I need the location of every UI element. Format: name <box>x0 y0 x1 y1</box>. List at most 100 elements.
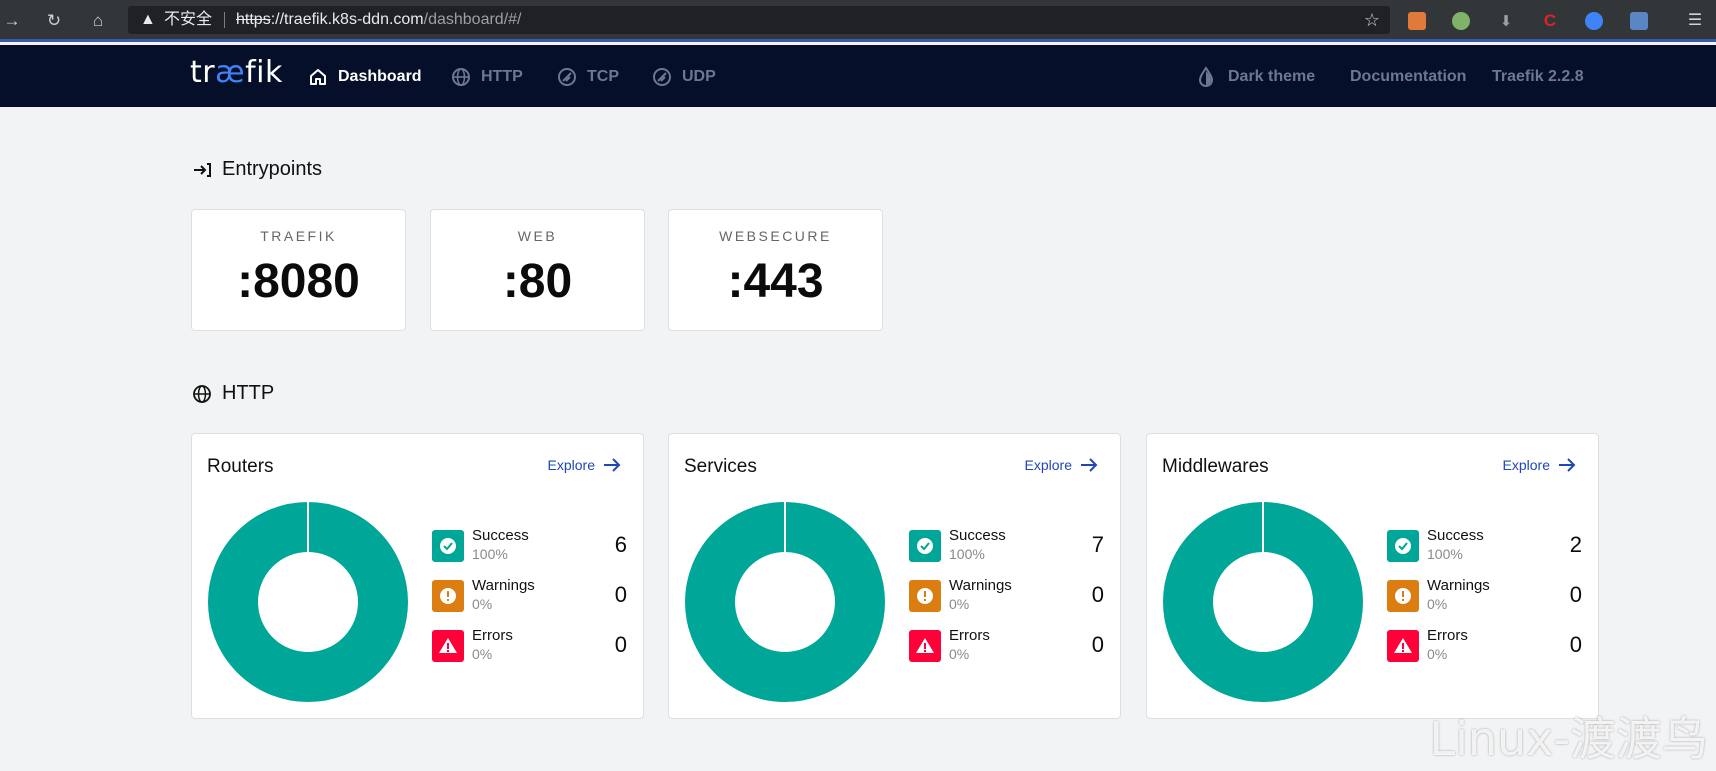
stat-percent: 0% <box>949 596 970 612</box>
explore-label: Explore <box>1502 457 1550 473</box>
dark-theme-toggle[interactable]: Dark theme <box>1196 65 1315 89</box>
explore-link[interactable]: Explore <box>548 457 621 473</box>
nav-tcp[interactable]: TCP <box>557 65 619 89</box>
explore-link[interactable]: Explore <box>1025 457 1098 473</box>
entrypoint-name: TRAEFIK <box>260 228 337 244</box>
nav-dashboard[interactable]: Dashboard <box>308 65 422 89</box>
documentation-label: Documentation <box>1350 68 1467 85</box>
entrypoint-icon <box>194 162 211 177</box>
nav-udp-label: UDP <box>682 68 716 85</box>
url-text[interactable]: https://traefik.k8s-ddn.com/dashboard/#/ <box>236 6 522 34</box>
extension-translate-icon[interactable] <box>1585 12 1603 30</box>
stat-percent: 0% <box>1427 646 1448 662</box>
stat-count: 0 <box>614 632 627 657</box>
theme-drop-icon <box>1198 66 1214 87</box>
entrypoints-title: Entrypoints <box>222 158 323 180</box>
udp-icon <box>653 68 671 86</box>
home-icon <box>310 69 326 85</box>
nav-http[interactable]: HTTP <box>451 65 523 89</box>
stat-count: 0 <box>614 582 627 607</box>
check-circle-icon <box>432 530 464 562</box>
globe-icon <box>452 68 470 86</box>
stat-label: Warnings <box>949 577 1012 594</box>
bookmark-star-icon[interactable]: ☆ <box>1363 10 1380 30</box>
entrypoint-card-traefik: TRAEFIK :8080 <box>191 209 406 331</box>
stat-percent: 0% <box>472 596 493 612</box>
stat-label: Success <box>472 527 529 544</box>
entrypoint-card-websecure: WEBSECURE :443 <box>668 209 883 331</box>
http-card-routers: Routers Explore Success 100% 6 Warnings 0% 0 Err… <box>191 433 644 719</box>
warning-triangle-icon <box>909 630 941 662</box>
http-title: HTTP <box>222 382 275 404</box>
stat-success: Success 100% 6 <box>432 527 627 565</box>
entrypoint-port: :80 <box>502 255 573 308</box>
url-scheme: https <box>236 11 271 28</box>
explore-label: Explore <box>547 457 595 473</box>
extension-image-icon[interactable] <box>1630 12 1648 30</box>
stat-label: Warnings <box>1427 577 1490 594</box>
stat-warnings: Warnings 0% 0 <box>1387 577 1582 615</box>
stat-count: 0 <box>1091 632 1104 657</box>
nav-udp[interactable]: UDP <box>652 65 716 89</box>
warning-icon: ▲ <box>140 11 156 28</box>
reading-list-icon[interactable]: ☰ <box>1687 12 1703 29</box>
extension-owl-icon[interactable] <box>1408 12 1426 30</box>
stat-count: 6 <box>614 532 627 557</box>
check-circle-icon <box>909 530 941 562</box>
download-icon[interactable]: ⬇ <box>1499 13 1513 30</box>
reload-icon[interactable]: ↻ <box>46 11 62 30</box>
arrow-right-icon <box>604 458 621 472</box>
extension-c-icon[interactable]: C <box>1543 11 1557 30</box>
stat-percent: 0% <box>949 646 970 662</box>
stat-percent: 100% <box>1427 546 1463 562</box>
url-path: /dashboard/#/ <box>423 11 522 28</box>
app-header: træfik Dashboard HTTP TCP UDP Dark theme… <box>0 45 1716 107</box>
stat-label: Warnings <box>472 577 535 594</box>
http-heading: HTTP <box>192 382 274 405</box>
documentation-link[interactable]: Documentation <box>1350 65 1466 89</box>
stat-count: 2 <box>1569 532 1582 557</box>
stat-label: Errors <box>1427 627 1468 644</box>
stat-warnings: Warnings 0% 0 <box>909 577 1104 615</box>
dark-theme-label: Dark theme <box>1228 68 1316 85</box>
stat-success: Success 100% 7 <box>909 527 1104 565</box>
http-card-middlewares: Middlewares Explore Success 100% 2 Warnings 0%… <box>1146 433 1599 719</box>
stat-count: 0 <box>1569 582 1582 607</box>
stat-errors: Errors 0% 0 <box>909 627 1104 665</box>
nav-http-label: HTTP <box>481 68 523 85</box>
browser-toolbar: → ↻ ⌂ ▲ 不安全 https://traefik.k8s-ddn.com/… <box>0 0 1716 42</box>
status-donut-chart <box>208 502 408 702</box>
explore-link[interactable]: Explore <box>1503 457 1576 473</box>
stat-errors: Errors 0% 0 <box>432 627 627 665</box>
stat-label: Success <box>949 527 1006 544</box>
warning-triangle-icon <box>1387 630 1419 662</box>
explore-label: Explore <box>1024 457 1072 473</box>
nav-tcp-label: TCP <box>587 68 619 85</box>
extension-green-icon[interactable] <box>1452 12 1470 30</box>
address-bar[interactable]: ▲ 不安全 https://traefik.k8s-ddn.com/dashbo… <box>128 6 1390 34</box>
tcp-icon <box>558 68 576 86</box>
forward-icon[interactable]: → <box>3 11 21 30</box>
entrypoint-port: :443 <box>727 255 824 308</box>
stat-percent: 100% <box>472 546 508 562</box>
stat-percent: 0% <box>1427 596 1448 612</box>
entrypoint-name: WEBSECURE <box>719 228 832 244</box>
status-donut-chart <box>1163 502 1363 702</box>
stat-errors: Errors 0% 0 <box>1387 627 1582 665</box>
stat-success: Success 100% 2 <box>1387 527 1582 565</box>
watermark: Linux-渡渡鸟 <box>1429 712 1708 766</box>
entrypoints-heading: Entrypoints <box>192 158 322 181</box>
home-icon[interactable]: ⌂ <box>92 11 104 30</box>
stat-label: Success <box>1427 527 1484 544</box>
stat-count: 0 <box>1091 582 1104 607</box>
security-warning-label: 不安全 <box>164 11 213 28</box>
card-title: Services <box>684 456 757 477</box>
exclamation-circle-icon <box>1387 580 1419 612</box>
stat-label: Errors <box>472 627 513 644</box>
card-title: Routers <box>207 456 274 477</box>
stat-count: 0 <box>1569 632 1582 657</box>
url-separator <box>224 12 225 28</box>
version-label: Traefik 2.2.8 <box>1492 65 1584 89</box>
traefik-logo[interactable]: træfik <box>190 55 283 90</box>
stat-count: 7 <box>1091 532 1104 557</box>
